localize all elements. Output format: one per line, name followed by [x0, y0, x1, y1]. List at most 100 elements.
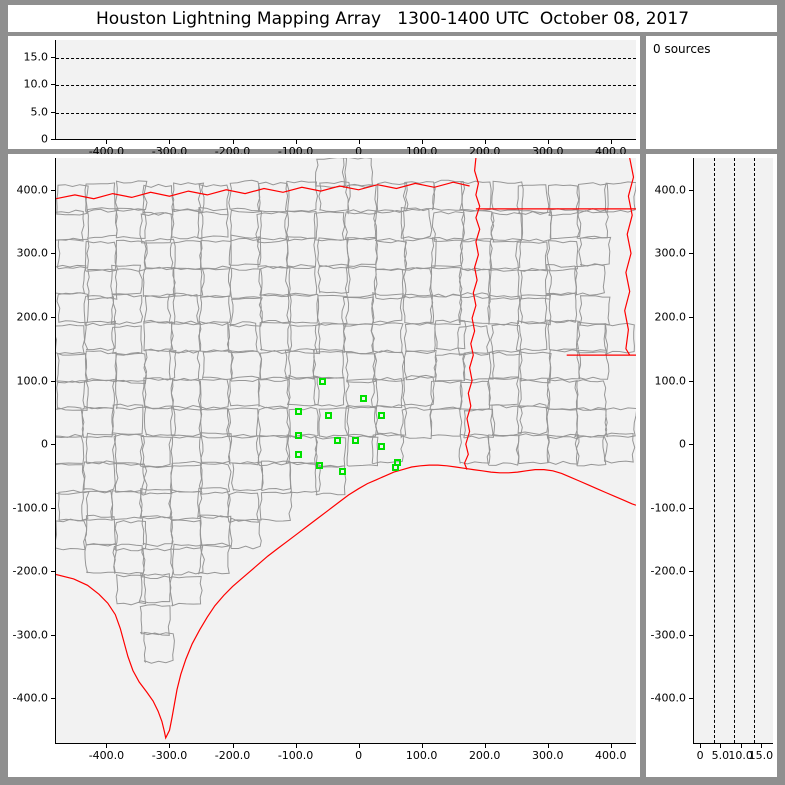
y-tick	[689, 507, 694, 509]
gridline-x-15	[754, 158, 756, 743]
x-tick-label: 100.0	[405, 749, 438, 762]
map-y-axis	[55, 158, 56, 744]
y-tick	[689, 189, 694, 191]
y-tick	[51, 444, 56, 446]
y-tick	[51, 698, 56, 700]
top-y-axis	[55, 40, 56, 140]
y-tick-label: -300.0	[650, 628, 686, 642]
x-tick-label: 15.0	[748, 749, 774, 762]
x-tick-label: 0	[696, 749, 704, 762]
altitude-vs-y-plot-area[interactable]	[694, 158, 773, 743]
y-tick-label: 200.0	[16, 310, 49, 324]
x-tick	[610, 139, 612, 144]
x-tick	[700, 743, 702, 748]
y-tick-label: 0	[41, 437, 48, 451]
x-tick	[106, 139, 108, 144]
y-tick	[689, 571, 694, 573]
y-tick	[51, 139, 56, 140]
map-geography	[56, 158, 636, 740]
y-tick	[689, 634, 694, 636]
lma-station-marker	[324, 412, 332, 420]
y-tick-label: 0	[41, 132, 48, 146]
lma-station-marker	[338, 467, 346, 475]
x-tick-label: -400.0	[88, 749, 125, 762]
y-tick-label: 100.0	[654, 374, 687, 388]
x-tick	[232, 139, 234, 144]
y-tick-label: -200.0	[12, 564, 48, 578]
y-tick-label: 10.0	[23, 77, 49, 91]
y-tick-label: 5.0	[30, 105, 49, 118]
x-tick	[484, 139, 486, 144]
y-tick	[51, 111, 56, 113]
x-tick-label: -300.0	[151, 749, 188, 762]
x-tick	[358, 743, 360, 748]
y-tick	[689, 380, 694, 382]
gridline-y-5	[56, 112, 636, 114]
y-tick-label: -300.0	[12, 628, 48, 642]
source-count-label: 0 sources	[653, 42, 711, 56]
y-tick-label: -100.0	[12, 501, 48, 515]
y-tick	[689, 444, 694, 446]
x-tick	[358, 139, 360, 144]
lma-station-marker	[377, 442, 385, 450]
y-tick	[51, 507, 56, 509]
lma-station-marker	[294, 431, 302, 439]
x-tick	[421, 743, 423, 748]
y-tick-label: 300.0	[654, 246, 687, 260]
altitude-vs-x-plot-area[interactable]	[56, 40, 636, 139]
y-tick	[51, 189, 56, 191]
x-tick	[169, 743, 171, 748]
x-tick	[740, 743, 742, 748]
right-y-axis	[693, 158, 694, 744]
x-tick	[547, 139, 549, 144]
lma-station-marker	[394, 459, 402, 467]
lma-station-marker	[316, 461, 324, 469]
y-tick	[51, 380, 56, 382]
lma-station-marker	[333, 437, 341, 445]
x-tick	[169, 139, 171, 144]
map-plot-area[interactable]	[56, 158, 636, 743]
gridline-y-10	[56, 85, 636, 87]
source-count-panel[interactable]: 0 sources	[646, 36, 777, 149]
y-tick-label: -400.0	[12, 691, 48, 705]
y-tick	[51, 84, 56, 85]
x-tick	[421, 139, 423, 144]
y-tick-label: 400.0	[654, 183, 687, 197]
x-tick-label: 5.0	[711, 749, 730, 762]
title-bar: Houston Lightning Mapping Array 1300-140…	[8, 5, 777, 32]
top-x-axis	[55, 139, 636, 140]
x-tick	[760, 743, 762, 748]
x-tick	[106, 743, 108, 748]
lma-station-marker	[377, 412, 385, 420]
x-tick-label: 400.0	[595, 749, 627, 762]
x-tick-label: -200.0	[214, 749, 251, 762]
y-tick	[51, 571, 56, 573]
lma-station-marker	[318, 378, 326, 386]
y-tick-label: -100.0	[650, 501, 686, 515]
x-tick-label: 0	[355, 749, 363, 762]
y-tick-label: 15.0	[23, 50, 49, 63]
x-tick	[484, 743, 486, 748]
x-tick	[295, 743, 297, 748]
map-x-axis	[55, 743, 636, 744]
y-tick	[51, 253, 56, 255]
lma-station-marker	[294, 450, 302, 458]
y-tick-label: -400.0	[650, 691, 686, 705]
y-tick-label: 200.0	[654, 310, 687, 324]
altitude-vs-y-panel[interactable]: 0 5.0 10.0 15.0 400.0 300.0 200.0 100.0 0 -100.0 -…	[646, 154, 777, 777]
y-tick	[51, 316, 56, 318]
x-tick-label: 300.0	[531, 749, 564, 762]
y-tick-label: -200.0	[650, 564, 686, 578]
lma-station-marker	[295, 408, 303, 416]
lma-station-marker	[360, 394, 368, 402]
altitude-vs-x-panel[interactable]: -400.0 -300.0 -200.0 -100.0 0 100.0 200.0 300.0…	[8, 36, 640, 158]
x-tick	[295, 139, 297, 144]
gridline-x-10	[734, 158, 735, 743]
x-tick	[720, 743, 722, 748]
x-tick	[610, 743, 612, 748]
x-tick-label: 10.0	[728, 749, 753, 762]
y-tick	[51, 56, 56, 58]
x-tick	[547, 743, 549, 748]
map-panel[interactable]: -400.0 -300.0 -200.0 -100.0 0 100.0 200.0 300.0…	[8, 154, 640, 777]
y-tick	[689, 253, 694, 255]
